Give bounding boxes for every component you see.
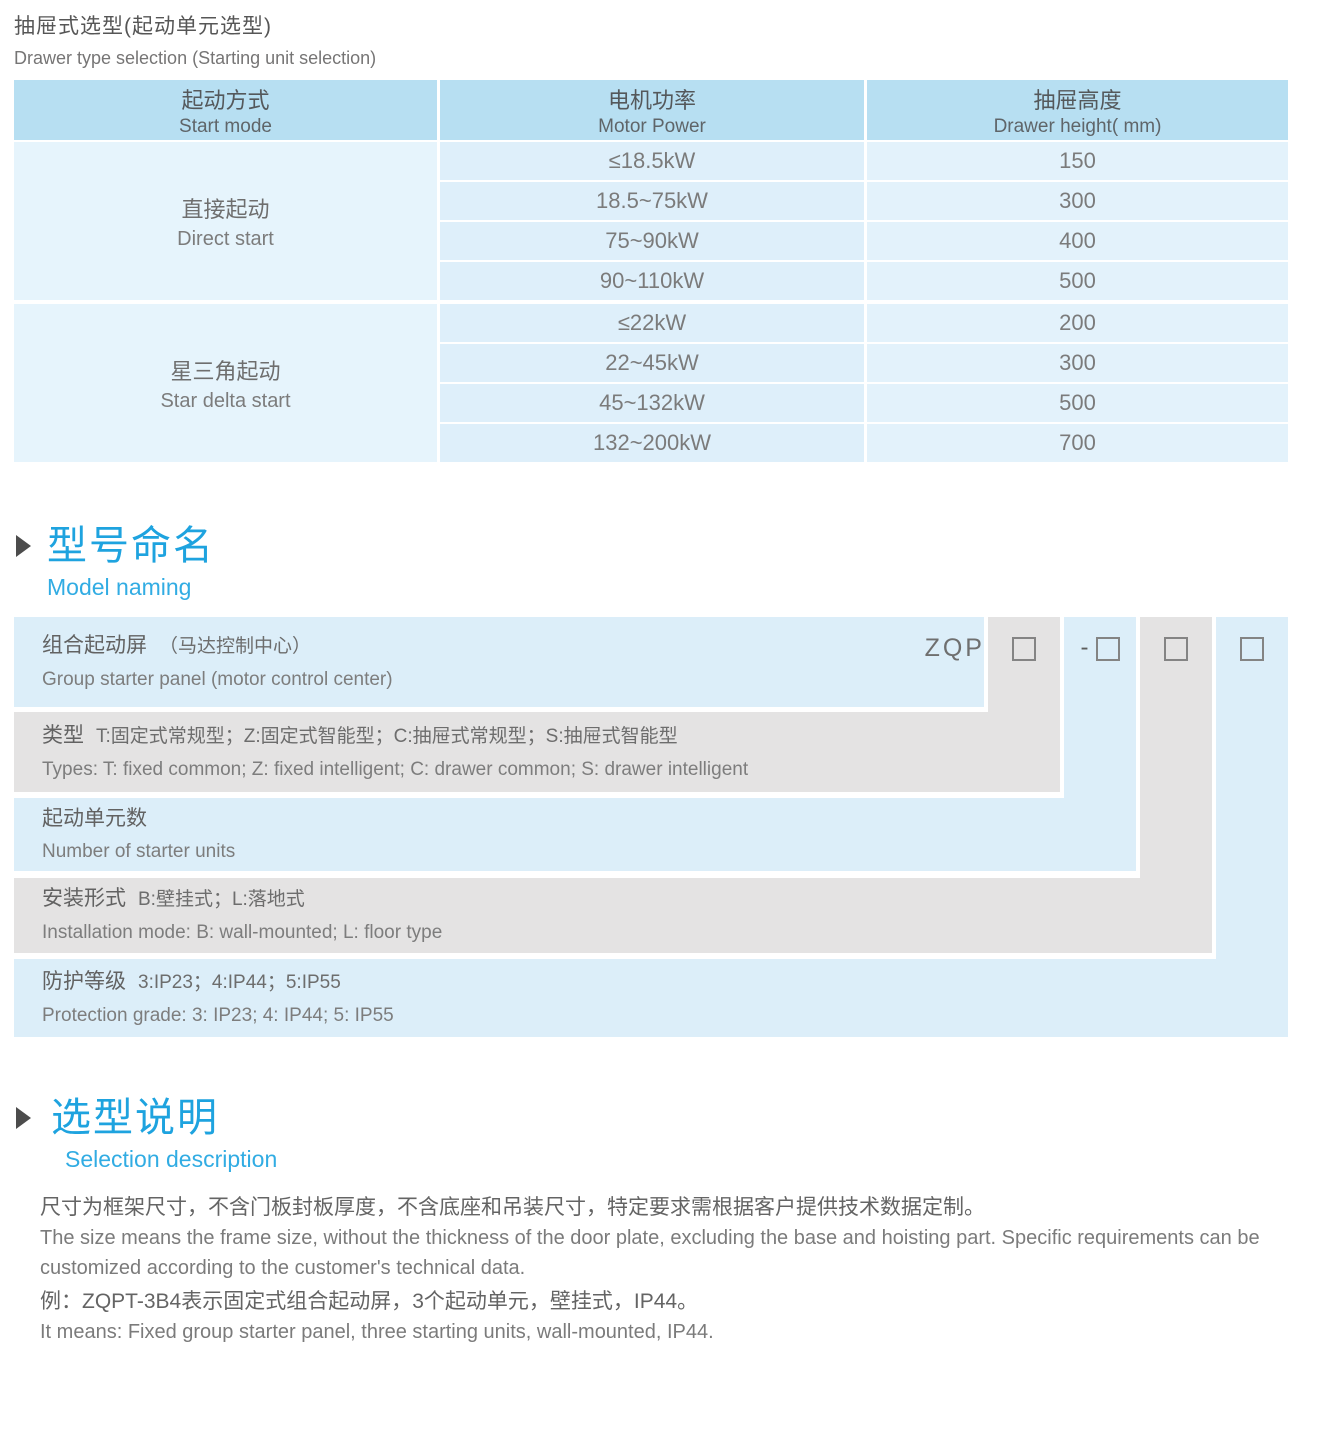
table-group-star-delta: 星三角起动 Star delta start ≤22kW 200 22~45kW… [14,304,1288,462]
naming-row3-label-zh: 起动单元数 [42,806,147,830]
selection-description-title-en: Selection description [65,1146,278,1172]
model-naming-title-en: Model naming [47,574,192,600]
model-naming-title-zh: 型号命名 [47,524,215,568]
model-naming-diagram: 组合起动屏 （马达控制中心） Group starter panel (motor… [14,617,1288,1037]
naming-row1-label-zh: 组合起动屏 [42,633,147,657]
table-cell-height: 200 [867,304,1288,342]
selection-description-body: 尺寸为框架尺寸，不含门板封板厚度，不含底座和吊装尺寸，特定要求需根据客户提供技术… [40,1192,1292,1347]
table-cell-height: 400 [867,222,1288,260]
naming-row4-label-zh: 安装形式 [42,887,126,910]
description-para2-zh: 例：ZQPT-3B4表示固定式组合起动屏，3个起动单元，壁挂式，IP44。 [40,1290,699,1313]
triangle-marker-icon [16,535,31,557]
code-box-units [1095,637,1120,661]
mode-cell-direct-start: 直接起动 Direct start [14,142,437,300]
code-column-type [988,617,1060,712]
header-motor-power: 电机功率 Motor Power [440,80,864,140]
table-cell-power: ≤22kW [440,304,864,342]
naming-row1-detail-zh: （马达控制中心） [159,635,312,657]
header-motor-power-zh: 电机功率 [607,87,696,113]
naming-row-group-starter-panel: 组合起动屏 （马达控制中心） Group starter panel (motor… [14,617,984,707]
code-box-installation [1164,637,1188,661]
mode-direct-zh: 直接起动 [181,196,270,222]
section-heading-model-naming: 型号命名 Model naming [16,524,215,601]
table-cell-height: 500 [867,262,1288,300]
drawer-selection-table: 起动方式 Start mode 电机功率 Motor Power 抽屉高度 Dr… [14,80,1288,462]
naming-row-types: 类型 T:固定式常规型；Z:固定式智能型；C:抽屉式常规型；S:抽屉式智能型 Ty… [14,712,1060,792]
table-cell-power: ≤18.5kW [440,142,864,180]
table-cell-power: 132~200kW [440,424,864,462]
header-start-mode: 起动方式 Start mode [14,80,437,140]
naming-row4-detail-zh: B:壁挂式；L:落地式 [138,889,305,910]
model-prefix-code: ZQP [924,634,985,662]
header-start-mode-zh: 起动方式 [181,87,270,113]
naming-row3-en: Number of starter units [42,840,236,862]
header-drawer-height-en: Drawer height( mm) [993,115,1162,137]
header-drawer-height: 抽屉高度 Drawer height( mm) [867,80,1288,140]
selection-description-title-zh: 选型说明 [51,1096,219,1140]
naming-row1-en: Group starter panel (motor control cente… [42,668,393,690]
mode-star-zh: 星三角起动 [170,358,281,384]
naming-row5-detail-zh: 3:IP23；4:IP44；5:IP55 [138,971,341,993]
naming-row5-en: Protection grade: 3: IP23; 4: IP44; 5: I… [42,1004,394,1026]
table-group-direct-start: 直接起动 Direct start ≤18.5kW 150 18.5~75kW … [14,142,1288,300]
mode-direct-en: Direct start [177,227,274,250]
table-cell-height: 300 [867,344,1288,382]
page-title-zh: 抽屉式选型(起动单元选型) [14,15,272,38]
description-para1-en: The size means the frame size, without t… [40,1227,1260,1279]
table-cell-power: 75~90kW [440,222,864,260]
table-header-row: 起动方式 Start mode 电机功率 Motor Power 抽屉高度 Dr… [14,80,1288,140]
page-title: 抽屉式选型(起动单元选型) Drawer type selection (Sta… [14,10,376,69]
naming-row4-en: Installation mode: B: wall-mounted; L: f… [42,922,443,943]
naming-row2-en: Types: T: fixed common; Z: fixed intelli… [42,758,749,780]
naming-row-starter-units: 起动单元数 Number of starter units [14,798,1136,871]
description-para1-zh: 尺寸为框架尺寸，不含门板封板厚度，不含底座和吊装尺寸，特定要求需根据客户提供技术… [40,1196,985,1219]
table-cell-height: 300 [867,182,1288,220]
code-column-units: - [1064,617,1136,798]
code-column-protection [1216,617,1288,959]
header-drawer-height-zh: 抽屉高度 [1033,87,1122,113]
naming-row-installation-mode: 安装形式 B:壁挂式；L:落地式 Installation mode: B: wa… [14,878,1212,953]
table-cell-height: 700 [867,424,1288,462]
table-cell-power: 18.5~75kW [440,182,864,220]
code-dash: - [1080,634,1089,661]
naming-row-protection-grade: 防护等级 3:IP23；4:IP44；5:IP55 Protection grad… [14,959,1288,1037]
code-box-type [1012,637,1036,661]
mode-star-en: Star delta start [160,389,291,412]
code-box-protection [1240,637,1264,661]
naming-row2-label-zh: 类型 [42,723,84,747]
header-start-mode-en: Start mode [179,115,272,137]
naming-row2-detail-zh: T:固定式常规型；Z:固定式智能型；C:抽屉式常规型；S:抽屉式智能型 [96,725,678,747]
code-column-installation [1140,617,1212,878]
header-motor-power-en: Motor Power [598,115,706,137]
table-cell-power: 90~110kW [440,262,864,300]
table-cell-power: 22~45kW [440,344,864,382]
table-cell-height: 150 [867,142,1288,180]
table-cell-power: 45~132kW [440,384,864,422]
section-heading-selection-description: 选型说明 Selection description [16,1096,277,1173]
page-title-en: Drawer type selection (Starting unit sel… [14,48,377,68]
mode-cell-star-delta: 星三角起动 Star delta start [14,304,437,462]
table-cell-height: 500 [867,384,1288,422]
description-para2-en: It means: Fixed group starter panel, thr… [40,1321,714,1343]
naming-row5-label-zh: 防护等级 [42,969,126,993]
triangle-marker-icon [16,1107,31,1129]
